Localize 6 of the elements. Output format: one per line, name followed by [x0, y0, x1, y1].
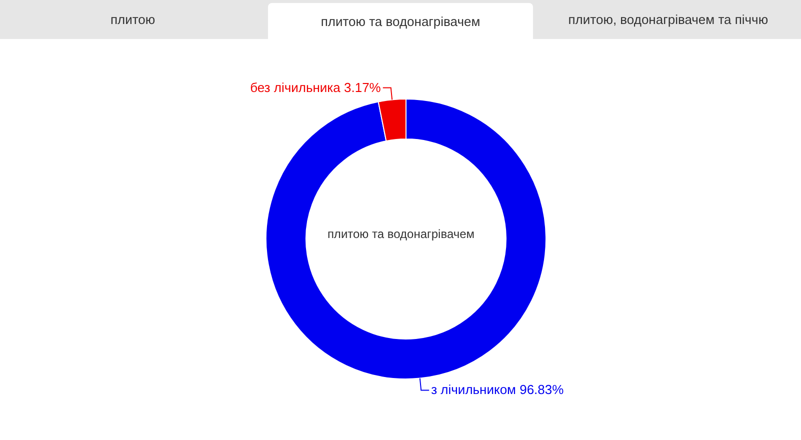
slice-label: без лічильника 3.17% [250, 80, 382, 95]
slice-label: з лічильником 96.83% [431, 382, 564, 398]
text: плитою [109, 11, 156, 29]
text: плитою та водонагрівачем [327, 227, 475, 241]
text: плитою, водонагрівачем та піччю [567, 11, 770, 29]
text: плитою та водонагрівачем [268, 3, 534, 39]
